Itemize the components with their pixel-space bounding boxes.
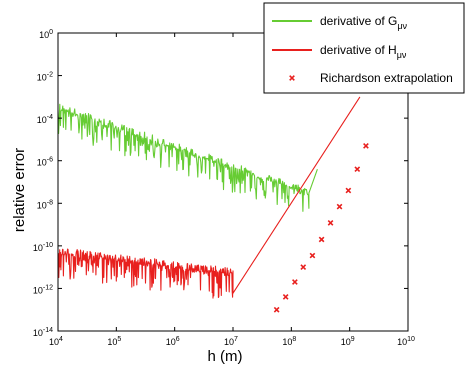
y-tick-label: 10-14	[33, 327, 53, 338]
x-tick-exponent: 8	[292, 336, 296, 343]
legend-label-subscript: μν	[397, 50, 407, 60]
y-tick-exponent: -6	[47, 157, 53, 164]
legend-box	[263, 2, 465, 94]
y-tick-label: 10-2	[37, 72, 53, 83]
x-tick-exponent: 10	[407, 336, 415, 343]
legend-label-0: derivative of Gμν	[320, 14, 408, 31]
y-tick-label: 10-10	[33, 242, 53, 253]
series-group	[58, 96, 369, 313]
richardson-marker	[354, 166, 361, 173]
legend: derivative of Gμν derivative of Hμν Richar…	[263, 2, 465, 94]
legend-label-1: derivative of Hμν	[320, 43, 407, 60]
x-tick-label: 104	[49, 336, 63, 347]
y-tick-exponent: 0	[49, 29, 53, 36]
y-tick-exponent: -12	[43, 284, 53, 291]
richardson-marker	[327, 220, 334, 226]
x-tick-exponent: 4	[59, 336, 63, 343]
x-tick-exponent: 9	[351, 336, 355, 343]
y-tick-label: 10-4	[37, 114, 53, 125]
x-tick-exponent: 7	[234, 336, 238, 343]
series-line-0	[58, 103, 318, 212]
x-tick-label: 108	[282, 336, 296, 347]
y-tick-label: 10-6	[37, 157, 53, 168]
legend-label-2: Richardson extrapolation	[320, 71, 453, 85]
y-tick-label: 10-12	[33, 284, 53, 295]
x-tick-label: 1010	[397, 336, 415, 347]
richardson-marker	[273, 306, 280, 313]
x-tick-label: 106	[166, 336, 180, 347]
y-tick-exponent: -8	[47, 199, 53, 206]
richardson-marker	[309, 252, 316, 259]
x-axis-label: h (m)	[208, 348, 243, 365]
richardson-marker	[345, 187, 352, 194]
y-tick-label: 100	[39, 29, 53, 40]
richardson-marker	[282, 294, 289, 300]
legend-marker-richardson	[289, 75, 295, 81]
y-tick-exponent: -10	[43, 242, 53, 249]
series-line-1	[58, 96, 361, 299]
x-tick-exponent: 5	[117, 336, 121, 343]
y-tick-exponent: -14	[43, 327, 53, 334]
y-tick-label: 10-8	[37, 199, 53, 210]
x-tick-label: 105	[107, 336, 121, 347]
y-axis-label: relative error	[11, 148, 28, 232]
x-tick-label: 109	[341, 336, 355, 347]
legend-label-subscript: μν	[397, 21, 407, 31]
richardson-marker	[363, 142, 369, 149]
x-tick-exponent: 6	[176, 336, 180, 343]
y-tick-exponent: -4	[47, 114, 53, 121]
richardson-marker	[318, 236, 325, 243]
x-tick-label: 107	[224, 336, 238, 347]
y-tick-exponent: -2	[47, 72, 53, 79]
richardson-marker	[300, 264, 307, 271]
plot-area	[58, 96, 369, 313]
richardson-marker	[292, 279, 298, 285]
richardson-marker	[336, 203, 343, 210]
